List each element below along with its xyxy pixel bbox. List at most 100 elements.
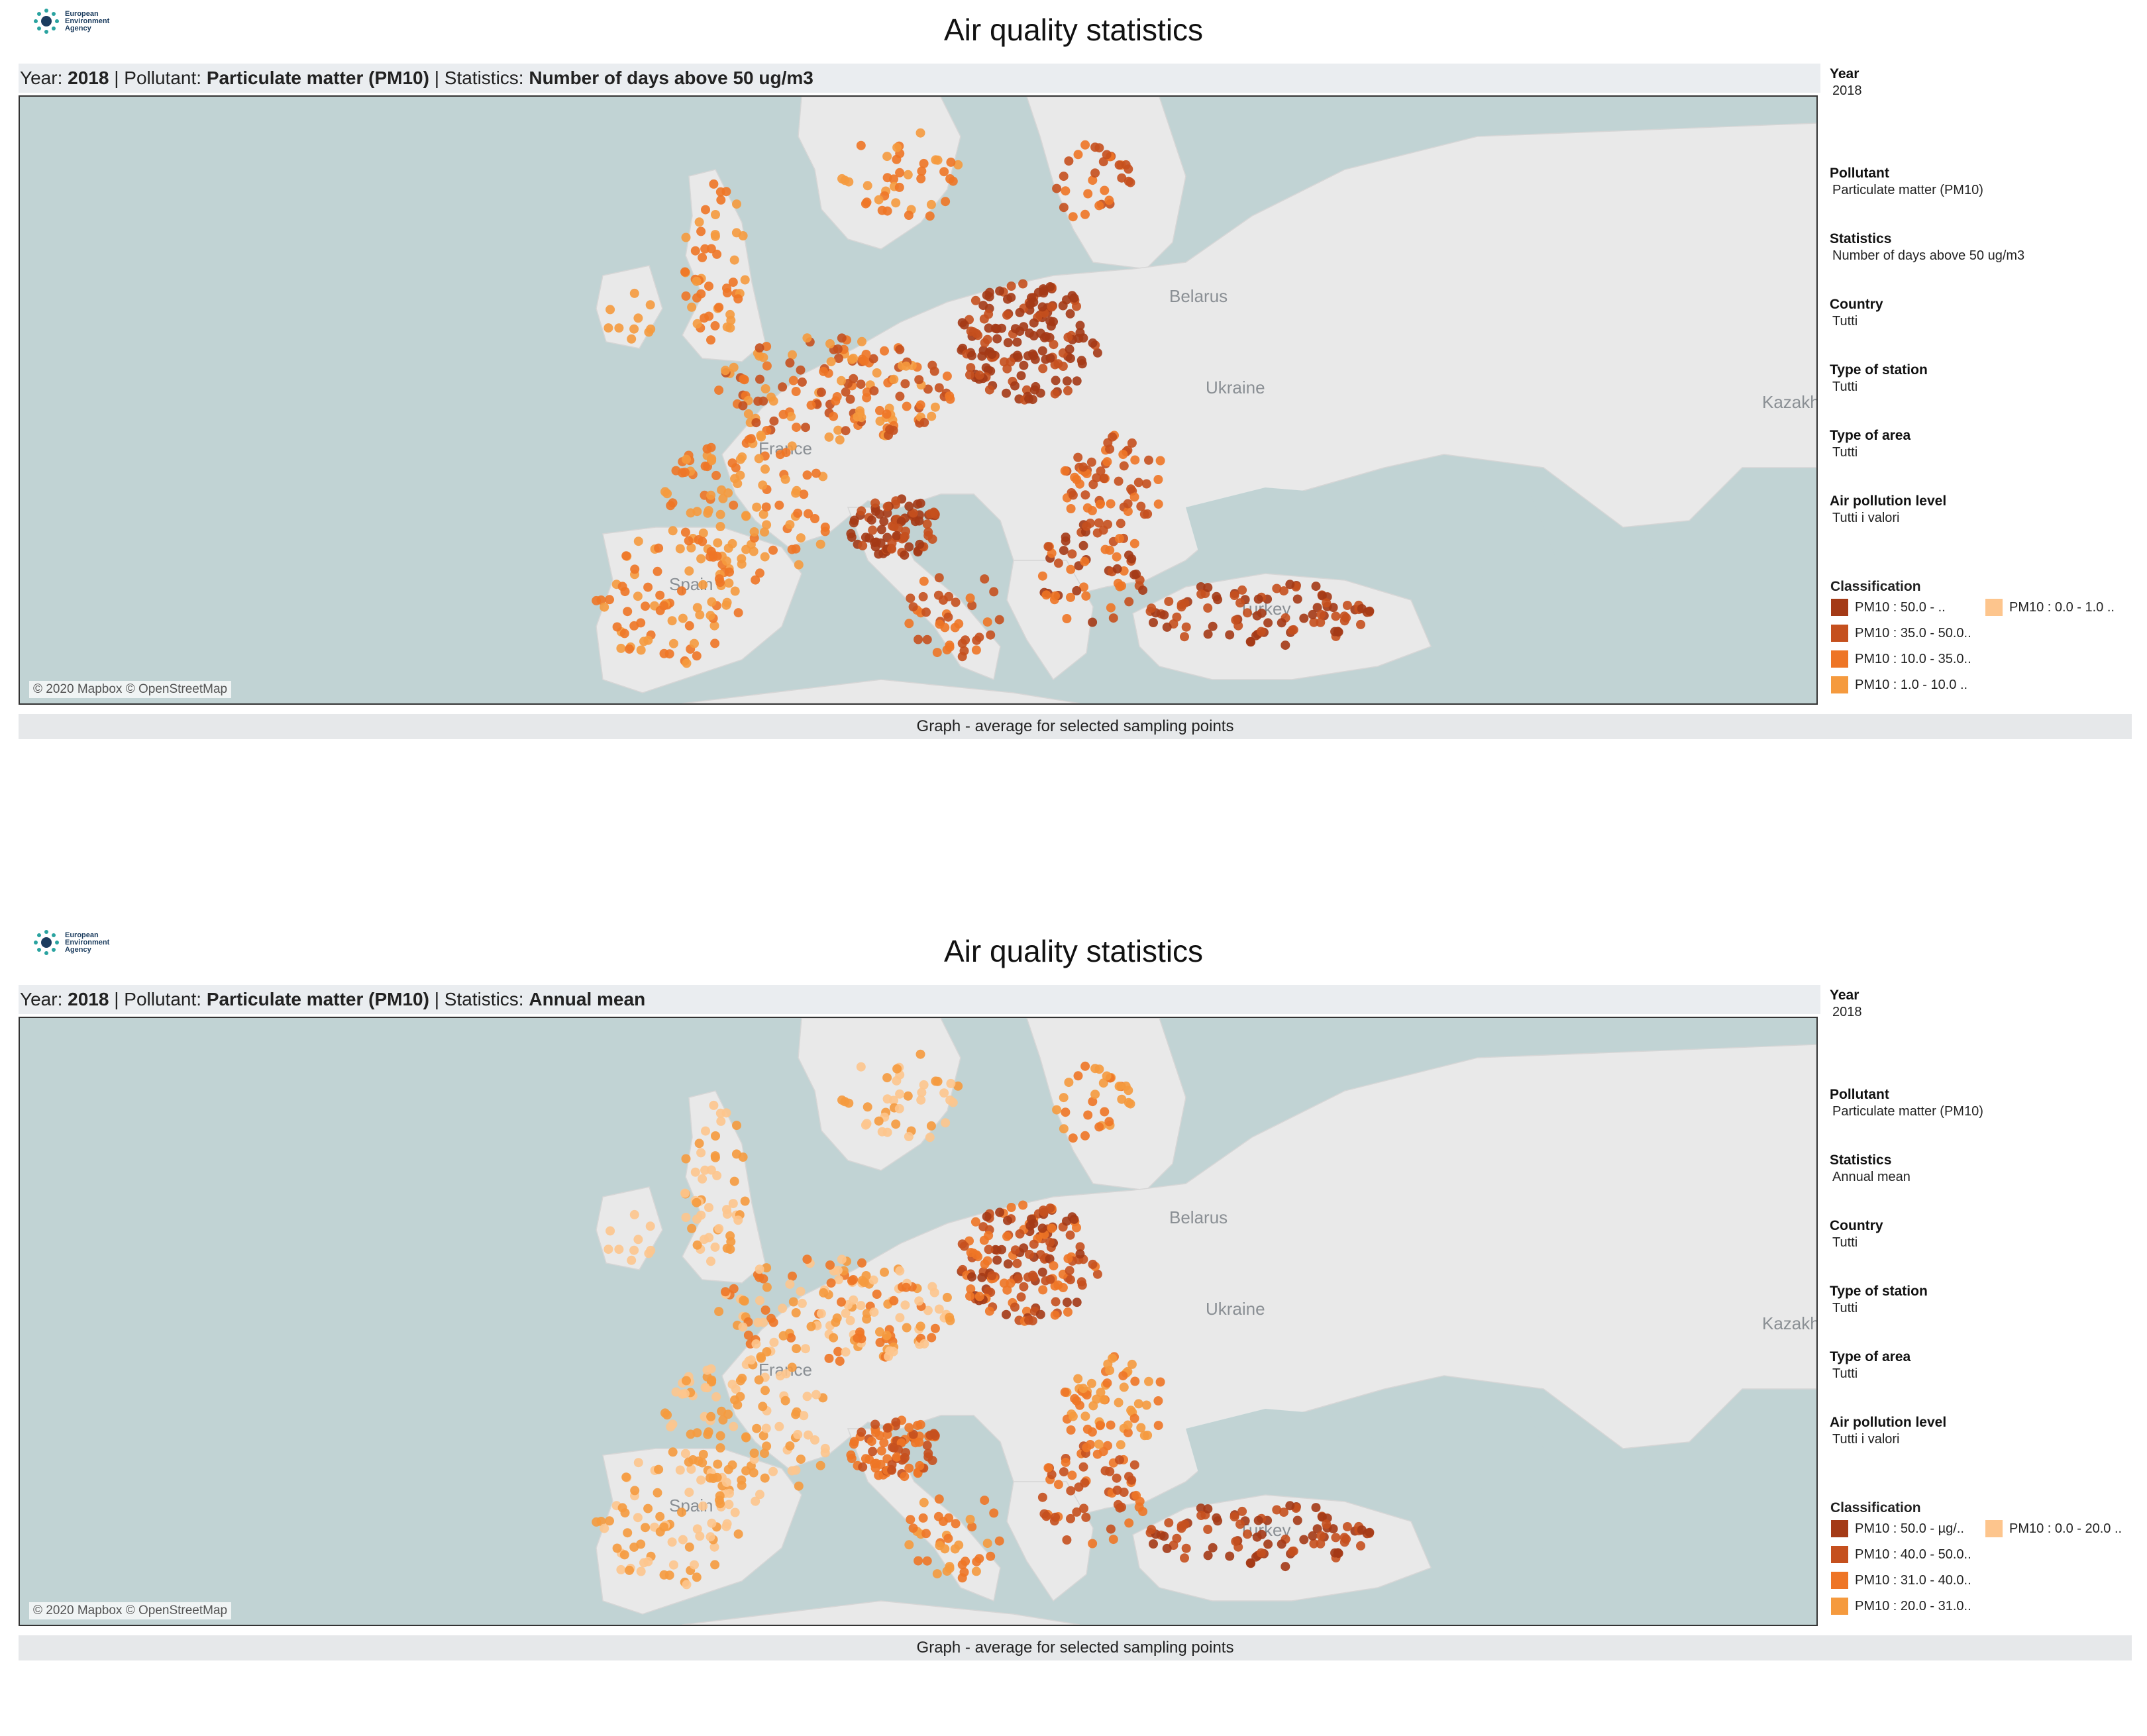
station-marker[interactable] [1059, 1124, 1069, 1134]
station-marker[interactable] [692, 319, 702, 329]
station-marker[interactable] [1309, 1539, 1319, 1549]
station-marker[interactable] [914, 375, 924, 385]
station-marker[interactable] [715, 1108, 725, 1118]
station-marker[interactable] [916, 1049, 925, 1059]
station-marker[interactable] [616, 1564, 626, 1574]
station-marker[interactable] [1012, 337, 1022, 347]
station-marker[interactable] [725, 1245, 735, 1254]
station-marker[interactable] [1081, 1512, 1091, 1522]
station-marker[interactable] [659, 1570, 669, 1580]
station-marker[interactable] [605, 1516, 614, 1526]
station-marker[interactable] [992, 1255, 1002, 1265]
station-marker[interactable] [1230, 1512, 1239, 1521]
station-marker[interactable] [1116, 519, 1126, 529]
station-marker[interactable] [922, 635, 932, 644]
station-marker[interactable] [792, 423, 802, 433]
station-marker[interactable] [1072, 475, 1082, 484]
station-marker[interactable] [1177, 1523, 1186, 1533]
station-marker[interactable] [1277, 618, 1286, 628]
station-marker[interactable] [857, 336, 866, 346]
station-marker[interactable] [904, 1423, 914, 1433]
station-marker[interactable] [1316, 617, 1326, 627]
station-marker[interactable] [730, 586, 740, 596]
station-marker[interactable] [762, 361, 772, 371]
station-marker[interactable] [1117, 173, 1127, 183]
station-marker[interactable] [1023, 1272, 1033, 1282]
station-marker[interactable] [837, 1254, 847, 1264]
station-marker[interactable] [731, 228, 741, 238]
station-marker[interactable] [1253, 1515, 1263, 1525]
station-marker[interactable] [1138, 1507, 1148, 1517]
station-marker[interactable] [1065, 1275, 1075, 1285]
station-marker[interactable] [1225, 630, 1235, 640]
station-marker[interactable] [1263, 618, 1273, 628]
station-marker[interactable] [627, 334, 637, 344]
station-marker[interactable] [1037, 1223, 1047, 1233]
station-marker[interactable] [1159, 1531, 1169, 1541]
station-marker[interactable] [775, 1371, 785, 1381]
filter-country[interactable]: Country Tutti [1830, 1218, 2134, 1251]
station-marker[interactable] [953, 1081, 963, 1091]
station-marker[interactable] [934, 383, 944, 393]
station-marker[interactable] [760, 1449, 769, 1458]
station-marker[interactable] [729, 1176, 739, 1186]
station-marker[interactable] [796, 1286, 806, 1296]
station-marker[interactable] [621, 551, 631, 561]
map-canvas[interactable]: BelarusUkraineKazakhFranceSpainTurkey [20, 1018, 1816, 1625]
station-marker[interactable] [706, 1473, 715, 1483]
station-marker[interactable] [841, 387, 851, 397]
station-marker[interactable] [1118, 450, 1128, 460]
station-marker[interactable] [729, 1284, 739, 1294]
station-marker[interactable] [1078, 1462, 1088, 1472]
station-marker[interactable] [902, 401, 912, 411]
station-marker[interactable] [845, 1315, 855, 1325]
station-marker[interactable] [629, 1209, 639, 1219]
station-marker[interactable] [1100, 1107, 1110, 1117]
station-marker[interactable] [751, 1496, 760, 1506]
station-marker[interactable] [629, 1542, 639, 1552]
station-marker[interactable] [849, 1439, 859, 1449]
station-marker[interactable] [1143, 1431, 1153, 1440]
station-marker[interactable] [690, 638, 699, 648]
station-marker[interactable] [1099, 1395, 1109, 1405]
station-marker[interactable] [1308, 1531, 1318, 1541]
station-marker[interactable] [904, 501, 914, 511]
station-marker[interactable] [692, 1572, 702, 1582]
station-marker[interactable] [853, 1333, 863, 1343]
station-marker[interactable] [1098, 1078, 1108, 1088]
station-marker[interactable] [980, 1496, 990, 1506]
station-marker[interactable] [702, 1365, 712, 1375]
station-marker[interactable] [987, 350, 997, 359]
station-marker[interactable] [1080, 490, 1090, 500]
station-marker[interactable] [617, 1503, 627, 1513]
station-marker[interactable] [678, 1535, 688, 1545]
station-marker[interactable] [717, 485, 727, 495]
station-marker[interactable] [1119, 461, 1129, 471]
station-marker[interactable] [787, 441, 797, 451]
station-marker[interactable] [876, 525, 886, 535]
station-marker[interactable] [704, 1203, 713, 1213]
station-marker[interactable] [668, 1560, 678, 1570]
station-marker[interactable] [769, 1337, 779, 1347]
station-marker[interactable] [932, 648, 942, 658]
station-marker[interactable] [977, 351, 987, 361]
station-marker[interactable] [696, 1148, 706, 1158]
station-marker[interactable] [1080, 1061, 1090, 1071]
station-marker[interactable] [1059, 1467, 1069, 1477]
station-marker[interactable] [986, 1551, 996, 1561]
station-marker[interactable] [797, 377, 807, 387]
station-marker[interactable] [891, 1417, 901, 1427]
station-marker[interactable] [1090, 1090, 1100, 1099]
station-marker[interactable] [710, 1242, 720, 1252]
station-marker[interactable] [894, 1103, 904, 1113]
station-marker[interactable] [892, 142, 902, 152]
station-marker[interactable] [834, 1275, 843, 1284]
station-marker[interactable] [984, 385, 994, 395]
station-marker[interactable] [983, 1286, 993, 1296]
station-marker[interactable] [1092, 348, 1102, 358]
station-marker[interactable] [979, 314, 989, 324]
station-marker[interactable] [1100, 185, 1110, 195]
station-marker[interactable] [1078, 462, 1088, 472]
station-marker[interactable] [1087, 506, 1097, 515]
station-marker[interactable] [752, 1423, 762, 1433]
